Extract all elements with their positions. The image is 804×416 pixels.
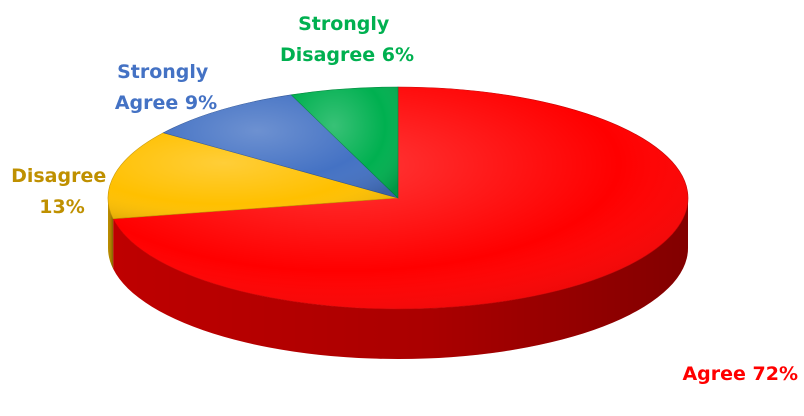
pie-slice-shine-disagree [108, 132, 398, 219]
slice-label-agree: Agree 72% [682, 363, 798, 385]
pie-slice-shine-strongly-agree [163, 94, 398, 198]
pie-tops [107, 86, 689, 310]
pie-slice-shine-agree [113, 87, 688, 310]
slice-label-strongly-disagree: Strongly Disagree 6% [280, 13, 414, 66]
pie-labels: Agree 72% Disagree 13% Strongly Agree 9%… [11, 13, 798, 385]
pie-sides [108, 198, 688, 360]
slice-label-disagree: Disagree 13% [11, 165, 113, 218]
pie-slice-shine-strongly-disagree [291, 87, 398, 198]
pie-side-shade-disagree [108, 198, 114, 269]
slice-label-strongly-agree: Strongly Agree 9% [115, 61, 217, 114]
pie-side-shade-agree [113, 198, 688, 360]
